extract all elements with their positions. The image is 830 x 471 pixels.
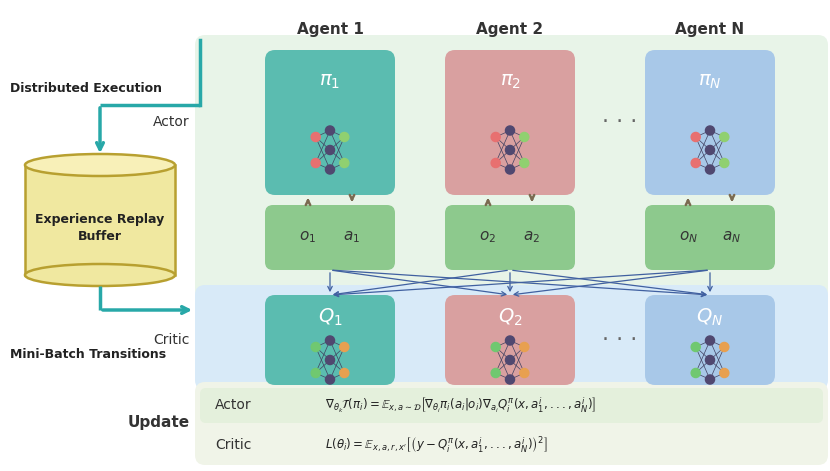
Circle shape: [706, 126, 715, 135]
Ellipse shape: [25, 264, 175, 286]
Circle shape: [520, 158, 529, 168]
Circle shape: [720, 368, 729, 378]
Circle shape: [706, 356, 715, 365]
Circle shape: [520, 342, 529, 351]
Text: $o_2$: $o_2$: [480, 229, 496, 245]
FancyBboxPatch shape: [195, 285, 828, 390]
Circle shape: [505, 375, 515, 384]
FancyBboxPatch shape: [645, 205, 775, 270]
Text: $Q_2$: $Q_2$: [498, 306, 522, 328]
Circle shape: [325, 356, 334, 365]
Circle shape: [311, 342, 320, 351]
Circle shape: [505, 146, 515, 154]
Text: $o_N$: $o_N$: [678, 229, 697, 245]
Circle shape: [491, 132, 500, 142]
Circle shape: [706, 375, 715, 384]
Text: · · ·: · · ·: [603, 112, 637, 132]
FancyBboxPatch shape: [195, 382, 828, 465]
Text: Agent 1: Agent 1: [296, 22, 364, 37]
FancyBboxPatch shape: [445, 205, 575, 270]
Circle shape: [720, 132, 729, 142]
Text: $Q_1$: $Q_1$: [318, 306, 342, 328]
FancyBboxPatch shape: [200, 388, 823, 423]
FancyBboxPatch shape: [445, 50, 575, 195]
Circle shape: [311, 158, 320, 168]
Circle shape: [339, 132, 349, 142]
FancyBboxPatch shape: [445, 295, 575, 385]
Circle shape: [505, 336, 515, 345]
Ellipse shape: [25, 154, 175, 176]
Circle shape: [706, 165, 715, 174]
Text: $o_1$: $o_1$: [300, 229, 316, 245]
Circle shape: [691, 368, 701, 378]
FancyBboxPatch shape: [265, 295, 395, 385]
Circle shape: [339, 368, 349, 378]
Text: Actor: Actor: [154, 115, 190, 129]
FancyBboxPatch shape: [645, 50, 775, 195]
FancyBboxPatch shape: [265, 50, 395, 195]
Circle shape: [520, 132, 529, 142]
Text: $\pi_N$: $\pi_N$: [698, 73, 722, 91]
Circle shape: [325, 126, 334, 135]
Text: Update: Update: [128, 415, 190, 430]
Text: $Q_N$: $Q_N$: [696, 306, 724, 328]
Circle shape: [325, 336, 334, 345]
Circle shape: [505, 356, 515, 365]
Circle shape: [491, 368, 500, 378]
Circle shape: [339, 342, 349, 351]
Text: $\nabla_{\theta_k}\mathcal{T}(\pi_i) = \mathbb{E}_{x,a\sim\mathcal{D}}\left[\nab: $\nabla_{\theta_k}\mathcal{T}(\pi_i) = \…: [325, 395, 596, 415]
Circle shape: [706, 146, 715, 154]
Text: $\pi_2$: $\pi_2$: [500, 73, 520, 91]
Text: Actor: Actor: [215, 398, 251, 412]
Circle shape: [325, 375, 334, 384]
Circle shape: [491, 342, 500, 351]
Circle shape: [691, 158, 701, 168]
Circle shape: [691, 342, 701, 351]
Text: Experience Replay
Buffer: Experience Replay Buffer: [36, 212, 164, 244]
Circle shape: [505, 126, 515, 135]
Text: Critic: Critic: [154, 333, 190, 347]
FancyBboxPatch shape: [645, 295, 775, 385]
Text: Mini-Batch Transitions: Mini-Batch Transitions: [10, 349, 166, 362]
Circle shape: [720, 158, 729, 168]
Circle shape: [491, 158, 500, 168]
Circle shape: [520, 368, 529, 378]
Circle shape: [325, 146, 334, 154]
Text: Critic: Critic: [215, 438, 251, 452]
Circle shape: [505, 165, 515, 174]
Text: Agent 2: Agent 2: [476, 22, 544, 37]
Circle shape: [311, 132, 320, 142]
Circle shape: [691, 132, 701, 142]
Circle shape: [311, 368, 320, 378]
Text: $a_2$: $a_2$: [524, 229, 540, 245]
FancyBboxPatch shape: [265, 205, 395, 270]
Text: $a_N$: $a_N$: [722, 229, 741, 245]
Circle shape: [720, 342, 729, 351]
FancyBboxPatch shape: [195, 35, 828, 300]
Circle shape: [339, 158, 349, 168]
Circle shape: [706, 336, 715, 345]
Bar: [25, 165, 175, 275]
Text: Distributed Execution: Distributed Execution: [10, 81, 162, 95]
Text: Agent N: Agent N: [676, 22, 745, 37]
Circle shape: [325, 165, 334, 174]
Text: $\pi_1$: $\pi_1$: [320, 73, 340, 91]
Text: $L(\theta_i) = \mathbb{E}_{x,a,r,x'}\left[\left(y - Q_i^{\pi}(x, a_1^i, ..., a_N: $L(\theta_i) = \mathbb{E}_{x,a,r,x'}\lef…: [325, 435, 548, 455]
Text: · · ·: · · ·: [603, 330, 637, 350]
Text: $a_1$: $a_1$: [344, 229, 360, 245]
